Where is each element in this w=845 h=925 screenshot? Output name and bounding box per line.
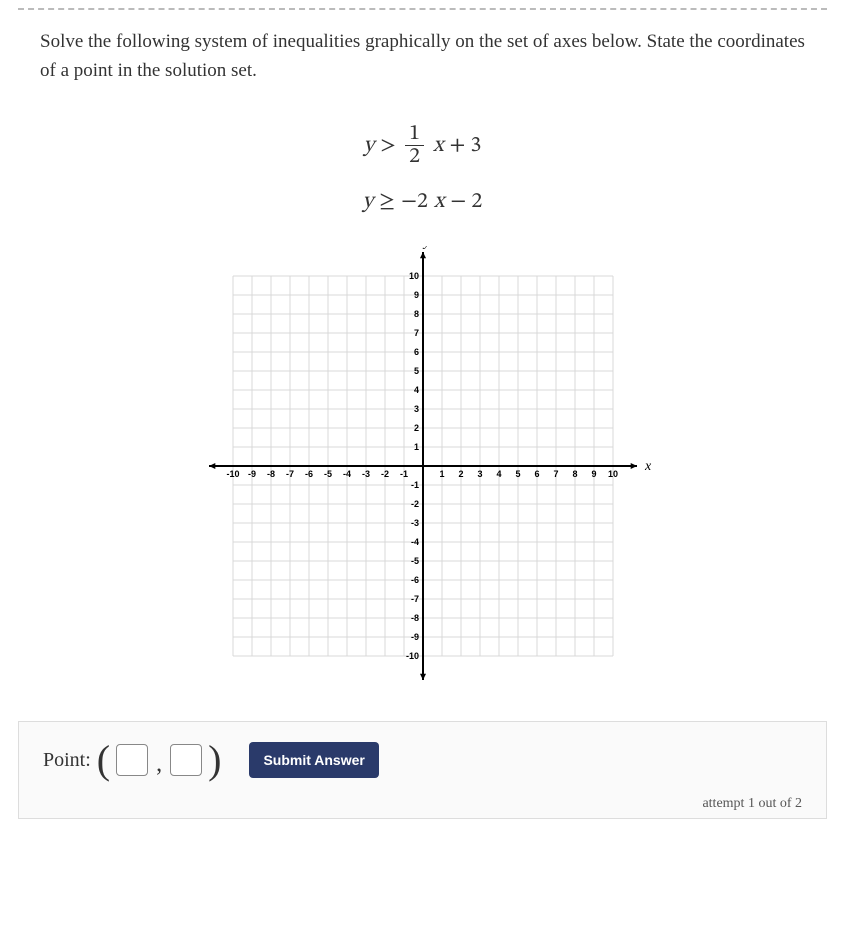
svg-text:-8: -8: [410, 613, 418, 623]
svg-text:-7: -7: [410, 594, 418, 604]
point-x-input[interactable]: [116, 744, 148, 776]
svg-text:1: 1: [439, 469, 444, 479]
svg-text:-5: -5: [410, 556, 418, 566]
point-label: Point:: [43, 749, 91, 772]
svg-text:9: 9: [591, 469, 596, 479]
svg-text:-4: -4: [410, 537, 418, 547]
svg-text:2: 2: [458, 469, 463, 479]
svg-text:-6: -6: [304, 469, 312, 479]
svg-text:10: 10: [607, 469, 617, 479]
svg-text:x: x: [644, 459, 652, 474]
svg-text:1: 1: [413, 442, 418, 452]
comma: ,: [156, 751, 162, 778]
point-y-input[interactable]: [170, 744, 202, 776]
answer-area: Point: ( , ) Submit Answer attempt 1 out…: [18, 721, 827, 819]
svg-text:4: 4: [413, 385, 418, 395]
svg-text:3: 3: [413, 404, 418, 414]
svg-text:-5: -5: [323, 469, 331, 479]
submit-button[interactable]: Submit Answer: [249, 742, 378, 778]
svg-text:7: 7: [553, 469, 558, 479]
svg-text:2: 2: [413, 423, 418, 433]
svg-text:-10: -10: [405, 651, 418, 661]
svg-text:-1: -1: [410, 480, 418, 490]
svg-text:4: 4: [496, 469, 501, 479]
svg-text:-2: -2: [410, 499, 418, 509]
svg-text:-8: -8: [266, 469, 274, 479]
svg-text:5: 5: [413, 366, 418, 376]
svg-text:5: 5: [515, 469, 520, 479]
svg-text:6: 6: [534, 469, 539, 479]
svg-text:-9: -9: [247, 469, 255, 479]
svg-text:-10: -10: [226, 469, 239, 479]
svg-text:-3: -3: [410, 518, 418, 528]
equations-block: y > 1 2 x + 3 y ≥ −2x − 2: [40, 113, 805, 226]
svg-text:y: y: [421, 246, 430, 250]
svg-text:9: 9: [413, 290, 418, 300]
svg-text:10: 10: [408, 271, 418, 281]
attempt-counter: attempt 1 out of 2: [43, 796, 802, 812]
svg-text:-1: -1: [399, 469, 407, 479]
svg-text:-6: -6: [410, 575, 418, 585]
svg-text:8: 8: [413, 309, 418, 319]
inequality-1: y > 1 2 x + 3: [364, 123, 482, 168]
svg-text:3: 3: [477, 469, 482, 479]
svg-text:8: 8: [572, 469, 577, 479]
open-paren: (: [97, 740, 110, 780]
svg-text:-4: -4: [342, 469, 350, 479]
svg-text:-7: -7: [285, 469, 293, 479]
svg-text:-3: -3: [361, 469, 369, 479]
svg-text:7: 7: [413, 328, 418, 338]
svg-text:-2: -2: [380, 469, 388, 479]
inequality-2: y ≥ −2x − 2: [363, 188, 483, 216]
close-paren: ): [208, 740, 221, 780]
svg-text:6: 6: [413, 347, 418, 357]
coordinate-graph[interactable]: -10 -9 -8 -7 -6 -5 -4 -3 -2 -1 1 2 3 4 5 6 7 8 9 10 -10 -9 -8 -…: [193, 246, 653, 686]
question-prompt: Solve the following system of inequaliti…: [40, 28, 805, 85]
svg-text:-9: -9: [410, 632, 418, 642]
